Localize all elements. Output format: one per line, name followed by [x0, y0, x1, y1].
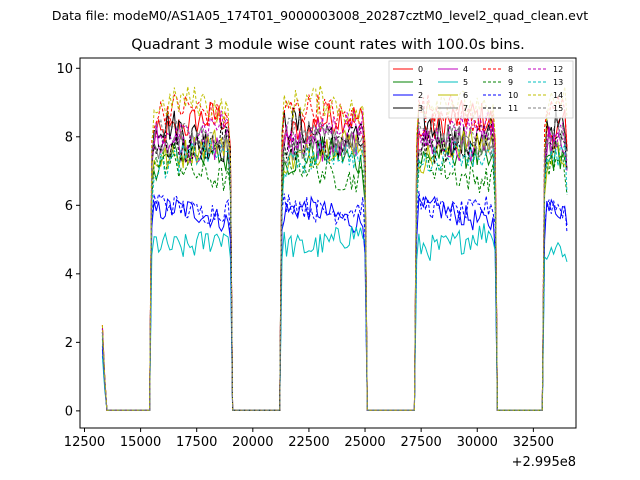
x-tick-label: 20000 — [232, 435, 273, 450]
legend-label-12: 12 — [553, 65, 563, 74]
legend-label-4: 4 — [463, 65, 468, 74]
legend-label-0: 0 — [418, 65, 423, 74]
y-tick-label: 10 — [56, 62, 73, 77]
legend-box — [388, 60, 574, 119]
series-line-8 — [101, 93, 568, 411]
figure-suptitle: Data file: modeM0/AS1A05_174T01_90000030… — [52, 8, 588, 23]
legend-label-1: 1 — [418, 78, 423, 87]
x-tick-label: 22500 — [288, 435, 329, 450]
x-tick-label: 17500 — [176, 435, 217, 450]
y-tick-label: 6 — [65, 199, 73, 214]
x-axis: 12500 15000 17500 20000 22500 25000 27500 30000… — [64, 428, 554, 450]
y-axis: 0 2 4 6 8 10 — [56, 62, 80, 419]
legend-label-10: 10 — [508, 91, 518, 100]
x-tick-label: 32500 — [513, 435, 554, 450]
legend-label-5: 5 — [463, 78, 468, 87]
series-line-9 — [101, 150, 568, 411]
legend-label-14: 14 — [553, 91, 563, 100]
axes-frame — [79, 57, 577, 429]
legend-label-15: 15 — [553, 104, 563, 113]
legend-label-2: 2 — [418, 91, 423, 100]
legend-label-6: 6 — [463, 91, 468, 100]
y-tick-label: 4 — [65, 267, 73, 282]
x-tick-label: 25000 — [344, 435, 385, 450]
series-line-13 — [101, 138, 568, 411]
series-line-15 — [101, 116, 568, 411]
chart-title: Quadrant 3 module wise count rates with … — [131, 37, 525, 53]
x-tick-label: 27500 — [400, 435, 441, 450]
legend-label-13: 13 — [553, 78, 563, 87]
legend-label-9: 9 — [508, 78, 513, 87]
legend-label-11: 11 — [508, 104, 518, 113]
series-line-7 — [101, 125, 568, 411]
x-tick-label: 12500 — [64, 435, 105, 450]
series-line-12 — [101, 109, 568, 411]
plot-lines — [101, 85, 568, 411]
legend-label-8: 8 — [508, 65, 513, 74]
x-tick-label: 30000 — [457, 435, 498, 450]
legend-label-3: 3 — [418, 104, 423, 113]
y-tick-label: 0 — [65, 404, 73, 419]
series-line-2 — [101, 195, 568, 411]
x-offset-label: +2.995e8 — [512, 455, 576, 470]
y-tick-label: 2 — [65, 336, 73, 351]
series-line-5 — [101, 223, 568, 411]
x-tick-label: 15000 — [120, 435, 161, 450]
y-tick-label: 8 — [65, 130, 73, 145]
legend-label-7: 7 — [463, 104, 468, 113]
